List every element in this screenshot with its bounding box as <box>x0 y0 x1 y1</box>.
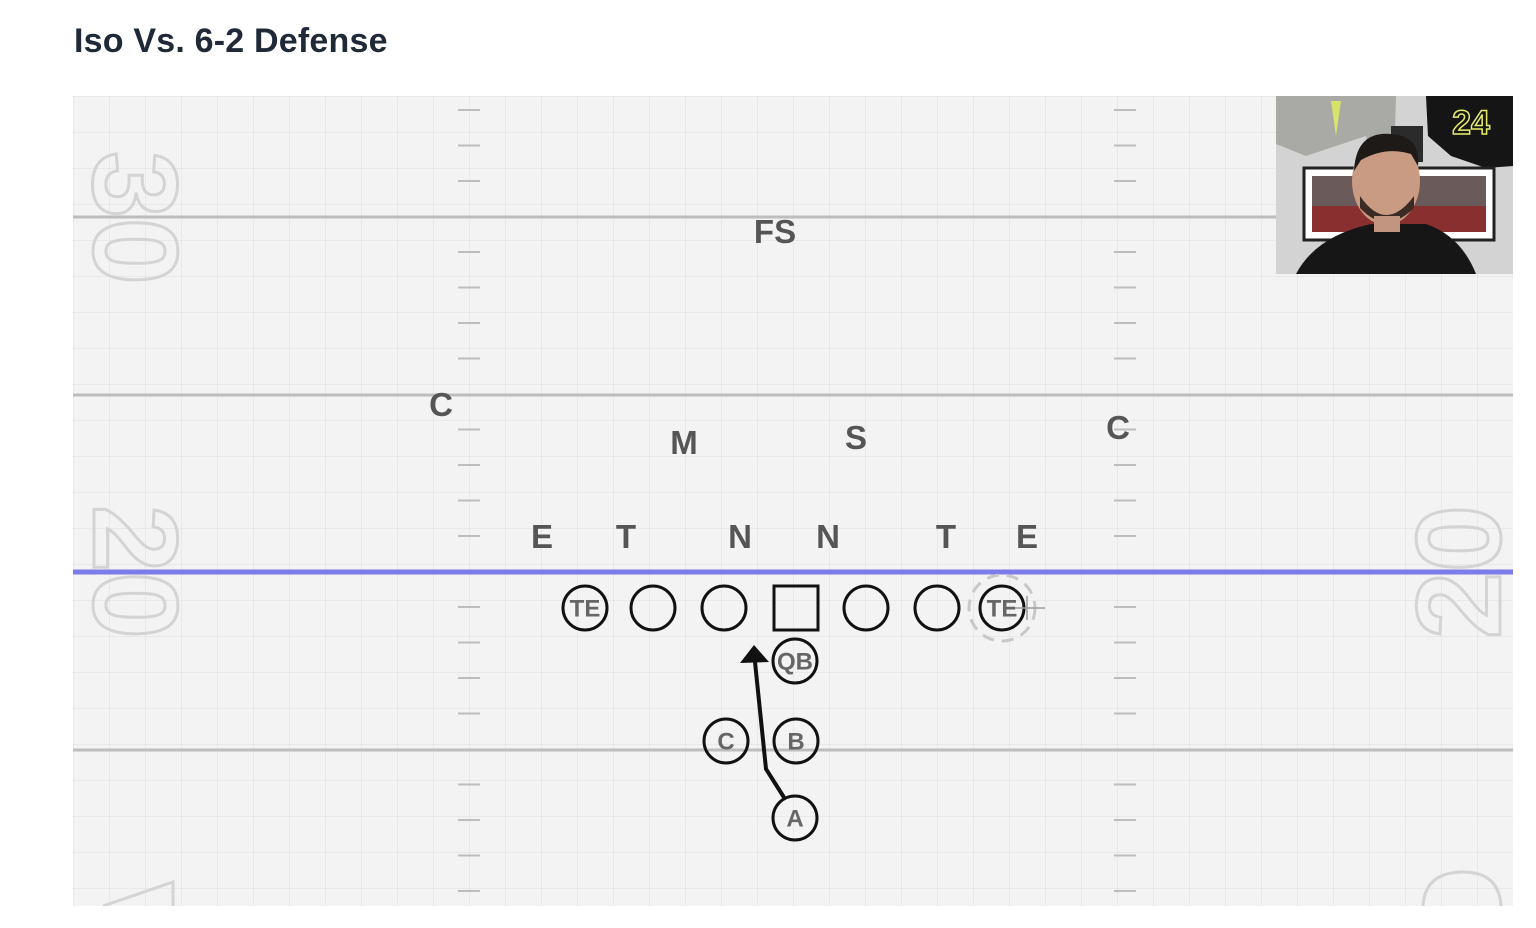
defender-corner-left[interactable]: C <box>429 386 453 423</box>
player-center[interactable] <box>772 584 820 632</box>
route-arrowhead <box>740 645 769 663</box>
field-canvas[interactable]: 30 20 20 FS C M S C E T N N T E TE <box>73 96 1513 906</box>
defender-nose-left[interactable]: N <box>728 518 752 555</box>
svg-text:A: A <box>786 806 803 833</box>
defender-mike[interactable]: M <box>670 424 698 461</box>
player-quarterback[interactable]: QB <box>771 637 819 685</box>
player-right-guard[interactable] <box>842 584 890 632</box>
player-a-back[interactable]: A <box>771 794 819 842</box>
defender-sam[interactable]: S <box>845 419 867 456</box>
defender-nose-right[interactable]: N <box>816 518 840 555</box>
jersey-number: 24 <box>1452 104 1490 142</box>
player-b-back[interactable]: B <box>772 717 820 765</box>
svg-text:QB: QB <box>777 649 813 676</box>
svg-text:C: C <box>717 729 734 756</box>
hash-marks <box>458 109 1136 892</box>
player-right-tackle[interactable] <box>913 584 961 632</box>
svg-text:TE: TE <box>570 596 601 623</box>
defender-corner-right[interactable]: C <box>1106 409 1130 446</box>
player-tight-end-right[interactable]: TE <box>967 573 1045 643</box>
yard-number: 30 <box>73 151 202 284</box>
page-title: Iso Vs. 6-2 Defense <box>74 22 388 60</box>
svg-text:TE: TE <box>987 596 1018 623</box>
svg-text:B: B <box>787 729 804 756</box>
play-diagram-field[interactable]: 30 20 20 FS C M S C E T N N T E TE <box>73 96 1513 906</box>
webcam-video: 24 <box>1276 96 1513 274</box>
player-c-back[interactable]: C <box>702 717 750 765</box>
defender-tackle-right[interactable]: T <box>936 518 956 555</box>
defender-end-right[interactable]: E <box>1016 518 1038 555</box>
player-left-tackle[interactable] <box>629 584 677 632</box>
player-tight-end-left[interactable]: TE <box>561 584 609 632</box>
defender-end-left[interactable]: E <box>531 518 553 555</box>
route-arrow[interactable] <box>753 661 787 801</box>
player-left-guard[interactable] <box>700 584 748 632</box>
yard-number-fragment <box>1421 870 1503 906</box>
defender-free-safety[interactable]: FS <box>754 213 796 250</box>
yard-number-fragment <box>102 879 175 906</box>
defender-tackle-left[interactable]: T <box>616 518 636 555</box>
